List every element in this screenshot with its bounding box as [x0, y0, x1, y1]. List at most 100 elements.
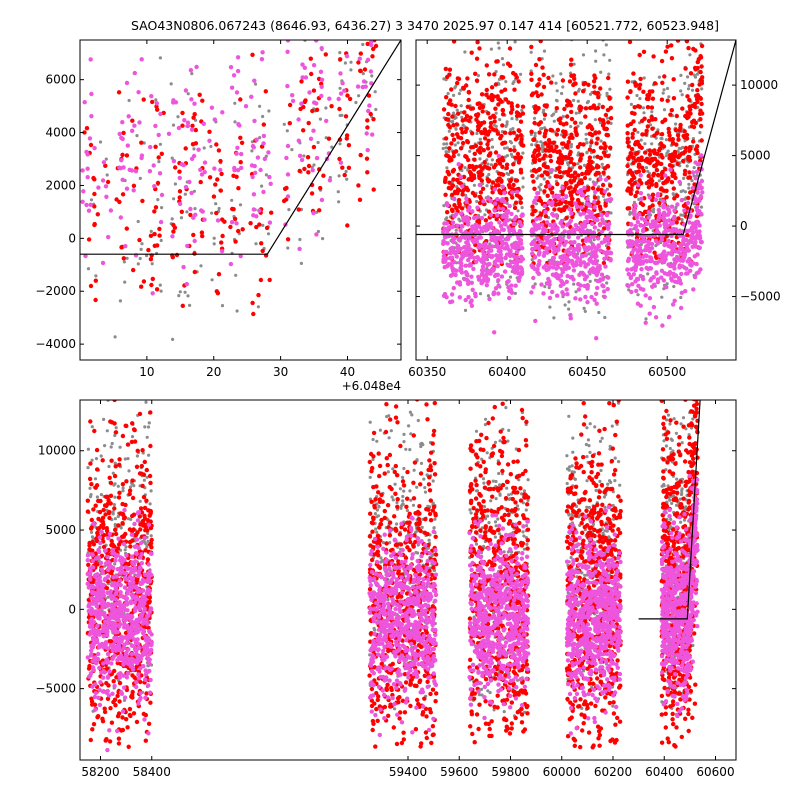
- point-gray: [685, 164, 689, 168]
- point-red: [305, 155, 311, 160]
- point-magenta: [577, 272, 582, 277]
- point-gray: [651, 210, 656, 214]
- point-red: [625, 95, 630, 100]
- point-magenta: [118, 215, 124, 220]
- point-magenta: [655, 193, 660, 198]
- point-red: [546, 143, 551, 149]
- point-magenta: [589, 294, 594, 300]
- point-gray: [409, 498, 413, 502]
- point-magenta: [458, 174, 463, 180]
- point-red: [598, 86, 603, 91]
- point-magenta: [518, 229, 523, 234]
- point-red: [555, 181, 560, 187]
- point-gray: [698, 131, 702, 135]
- point-red: [512, 205, 518, 211]
- point-red: [569, 196, 575, 202]
- point-magenta: [592, 225, 598, 230]
- point-red: [518, 133, 524, 138]
- point-red: [576, 173, 581, 178]
- point-magenta: [151, 163, 156, 168]
- point-magenta: [453, 250, 458, 256]
- point-magenta: [259, 57, 265, 62]
- point-magenta: [672, 208, 677, 213]
- point-gray: [687, 182, 691, 186]
- point-red: [682, 172, 688, 177]
- point-red: [577, 201, 582, 206]
- point-magenta: [652, 282, 657, 287]
- point-red: [548, 153, 553, 159]
- point-magenta: [456, 162, 461, 167]
- point-magenta: [596, 236, 601, 241]
- point-magenta: [441, 293, 447, 298]
- point-magenta: [455, 243, 461, 248]
- point-red: [628, 89, 633, 94]
- point-magenta: [464, 249, 470, 255]
- point-magenta: [130, 128, 135, 133]
- point-red: [653, 254, 659, 259]
- point-magenta: [464, 199, 469, 205]
- point-magenta: [569, 211, 574, 216]
- point-red: [501, 158, 506, 163]
- point-magenta: [319, 77, 325, 83]
- point-gray: [489, 47, 493, 51]
- point-magenta: [592, 205, 597, 210]
- point-magenta: [669, 251, 674, 256]
- point-gray: [324, 106, 328, 110]
- point-gray: [593, 118, 598, 122]
- point-magenta: [678, 305, 684, 311]
- point-magenta: [546, 276, 551, 282]
- point-gray: [630, 80, 634, 84]
- y-tick-label: 6000: [45, 73, 76, 87]
- point-magenta: [302, 65, 307, 71]
- point-red: [500, 164, 505, 169]
- point-gray: [559, 72, 563, 76]
- point-magenta: [479, 228, 484, 233]
- point-magenta: [457, 260, 463, 265]
- point-red: [180, 303, 185, 308]
- point-gray: [567, 300, 571, 304]
- point-gray: [675, 477, 679, 481]
- point-red: [637, 104, 642, 110]
- point-red: [342, 172, 347, 178]
- point-red: [442, 179, 448, 185]
- point-magenta: [496, 283, 501, 288]
- point-gray: [660, 137, 664, 141]
- point-gray: [286, 246, 290, 250]
- point-magenta: [285, 172, 291, 177]
- point-gray: [209, 144, 213, 149]
- point-red: [565, 103, 570, 108]
- point-magenta: [685, 248, 690, 253]
- point-magenta: [477, 182, 482, 188]
- point-red: [589, 140, 594, 145]
- point-gray: [504, 80, 508, 84]
- point-magenta: [594, 301, 599, 306]
- point-gray: [121, 489, 125, 493]
- point-red: [671, 96, 677, 101]
- point-magenta: [514, 259, 519, 264]
- point-red: [368, 111, 373, 117]
- point-magenta: [581, 229, 587, 235]
- point-red: [308, 56, 313, 61]
- point-red: [566, 172, 571, 178]
- point-magenta: [641, 227, 646, 233]
- point-magenta: [677, 179, 682, 185]
- point-magenta: [470, 238, 475, 243]
- point-magenta: [125, 143, 130, 148]
- point-red: [492, 119, 497, 124]
- point-magenta: [546, 200, 551, 205]
- point-magenta: [579, 253, 585, 259]
- point-red: [684, 132, 690, 138]
- point-gray: [542, 177, 546, 181]
- point-red: [600, 104, 605, 110]
- point-red: [337, 156, 342, 162]
- point-gray: [389, 429, 393, 433]
- point-gray: [145, 545, 149, 549]
- point-red: [699, 138, 704, 143]
- point-magenta: [655, 279, 661, 285]
- point-magenta: [465, 272, 470, 277]
- point-magenta: [490, 268, 496, 273]
- point-red: [608, 105, 613, 111]
- point-gray: [494, 524, 498, 528]
- point-gray: [574, 290, 578, 294]
- point-red: [310, 108, 315, 114]
